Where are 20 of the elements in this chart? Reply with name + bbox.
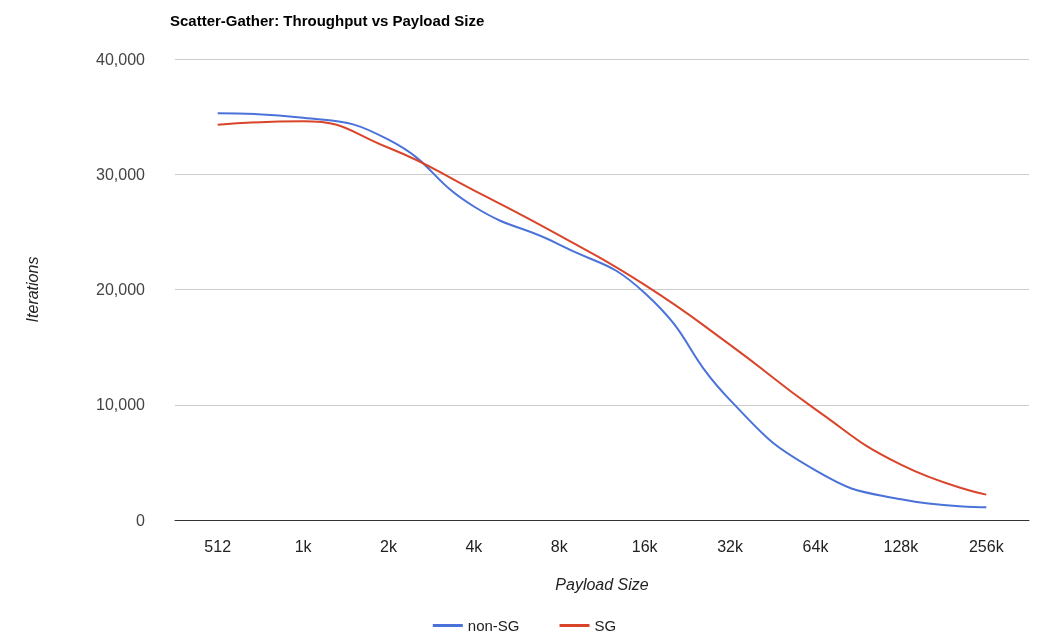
x-tick-label: 128k xyxy=(883,537,920,555)
x-tick-label: 512 xyxy=(204,537,232,555)
x-tick-label: 256k xyxy=(968,537,1005,555)
legend-label: SG xyxy=(594,617,617,634)
x-tick-label: 8k xyxy=(550,537,569,555)
x-tick-label: 2k xyxy=(380,537,398,555)
y-tick-label: 40,000 xyxy=(96,50,146,68)
x-tick-label: 32k xyxy=(717,537,744,555)
y-tick-label: 10,000 xyxy=(96,396,146,414)
y-tick-label: 0 xyxy=(136,511,146,529)
x-tick-label: 16k xyxy=(631,537,659,555)
y-axis-title: Iterations xyxy=(23,256,41,323)
x-tick-label: 1k xyxy=(294,537,313,555)
y-tick-label: 20,000 xyxy=(96,281,146,298)
chart-title: Scatter-Gather: Throughput vs Payload Size xyxy=(170,12,485,29)
x-tick-label: 4k xyxy=(465,537,484,555)
x-axis-title: Payload Size xyxy=(555,575,649,593)
x-tick-label: 64k xyxy=(802,537,830,555)
legend-label: non-SG xyxy=(467,617,520,634)
y-tick-label: 30,000 xyxy=(96,165,146,183)
